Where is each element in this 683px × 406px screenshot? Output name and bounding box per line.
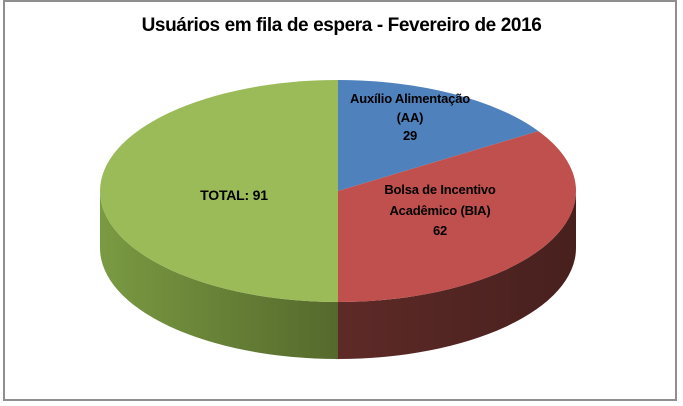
- slice-label-total: TOTAL: 91: [200, 187, 268, 203]
- slice-label-bia: Bolsa de Incentivo Acadêmico (BIA) 62: [384, 180, 495, 242]
- pie-slice-total-green: [100, 80, 338, 302]
- pie-slice-bia-red: [338, 131, 577, 302]
- slice-label-aa: Auxílio Alimentação (AA) 29: [350, 90, 470, 146]
- slice-label-bia-value: 62: [432, 223, 448, 238]
- chart-title: Usuários em fila de espera - Fevereiro d…: [141, 15, 542, 36]
- slice-label-bia-line2: Acadêmico (BIA): [389, 202, 491, 218]
- slice-label-aa-value: 29: [402, 128, 418, 143]
- slice-label-aa-line2: (AA): [396, 109, 424, 125]
- pie-side-green: [100, 191, 338, 359]
- slice-label-aa-line1: Auxílio Alimentação: [350, 91, 470, 106]
- slice-label-bia-line1: Bolsa de Incentivo: [384, 182, 496, 197]
- pie-side-red: [338, 191, 576, 359]
- pie-slice-aa-blue: [338, 79, 539, 191]
